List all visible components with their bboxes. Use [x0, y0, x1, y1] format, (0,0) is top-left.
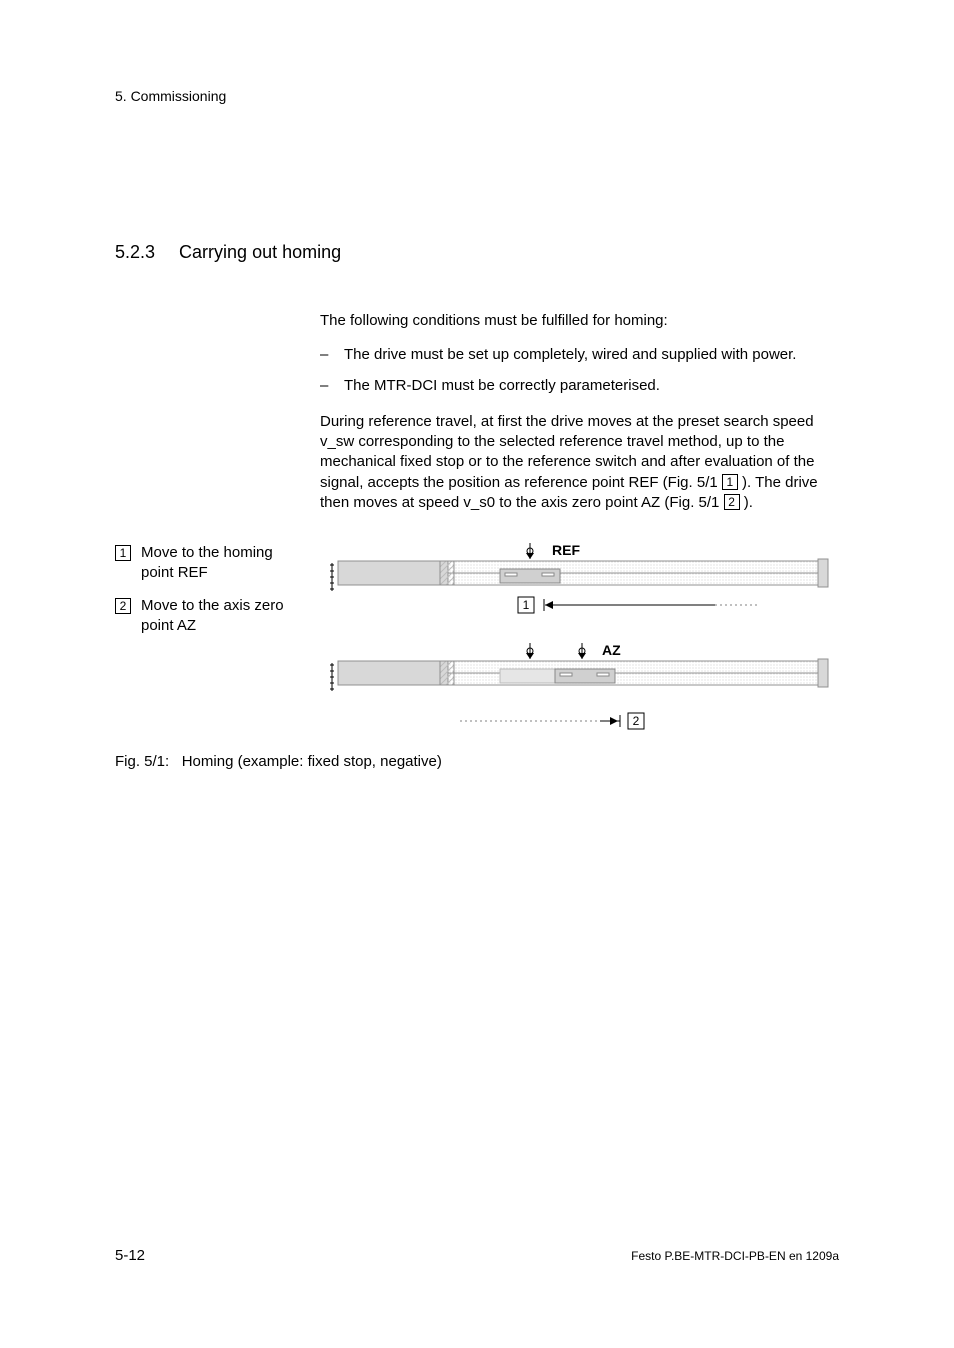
figure-area: 1 Move to the homing point REF 2 Move to… — [115, 543, 839, 753]
section-title: Carrying out homing — [179, 242, 341, 262]
homing-diagram: REF 1 — [320, 543, 840, 748]
legend-item: 2 Move to the axis zero point AZ — [115, 596, 305, 635]
az-label: AZ — [602, 642, 621, 658]
condition-list: The drive must be set up completely, wir… — [320, 345, 839, 396]
page-number: 5-12 — [115, 1247, 145, 1264]
ref-box-inline: 1 — [722, 474, 738, 490]
description-paragraph: During reference travel, at first the dr… — [320, 412, 839, 513]
svg-text:1: 1 — [523, 598, 530, 612]
figure-caption: Fig. 5/1: Homing (example: fixed stop, n… — [115, 753, 839, 770]
legend-number-box: 1 — [115, 545, 131, 561]
document-id: Festo P.BE-MTR-DCI-PB-EN en 1209a — [631, 1249, 839, 1263]
section-number: 5.2.3 — [115, 242, 155, 263]
legend-number-box: 2 — [115, 598, 131, 614]
figure-legend: 1 Move to the homing point REF 2 Move to… — [115, 543, 305, 649]
intro-paragraph: The following conditions must be fulfill… — [320, 311, 839, 331]
ref-label: REF — [552, 543, 580, 558]
legend-text: Move to the axis zero point AZ — [141, 596, 305, 635]
chapter-header: 5. Commissioning — [115, 88, 839, 104]
page-footer: 5-12 Festo P.BE-MTR-DCI-PB-EN en 1209a — [115, 1247, 839, 1264]
section-heading: 5.2.3 Carrying out homing — [115, 242, 839, 263]
legend-text: Move to the homing point REF — [141, 543, 305, 582]
legend-item: 1 Move to the homing point REF — [115, 543, 305, 582]
ref-box-inline: 2 — [724, 494, 740, 510]
caption-text: Homing (example: fixed stop, negative) — [182, 753, 442, 770]
text-run: ). — [740, 494, 753, 511]
caption-prefix: Fig. 5/1: — [115, 753, 169, 770]
list-item: The MTR-DCI must be correctly parameteri… — [320, 376, 839, 396]
svg-text:2: 2 — [633, 714, 640, 728]
list-item: The drive must be set up completely, wir… — [320, 345, 839, 365]
